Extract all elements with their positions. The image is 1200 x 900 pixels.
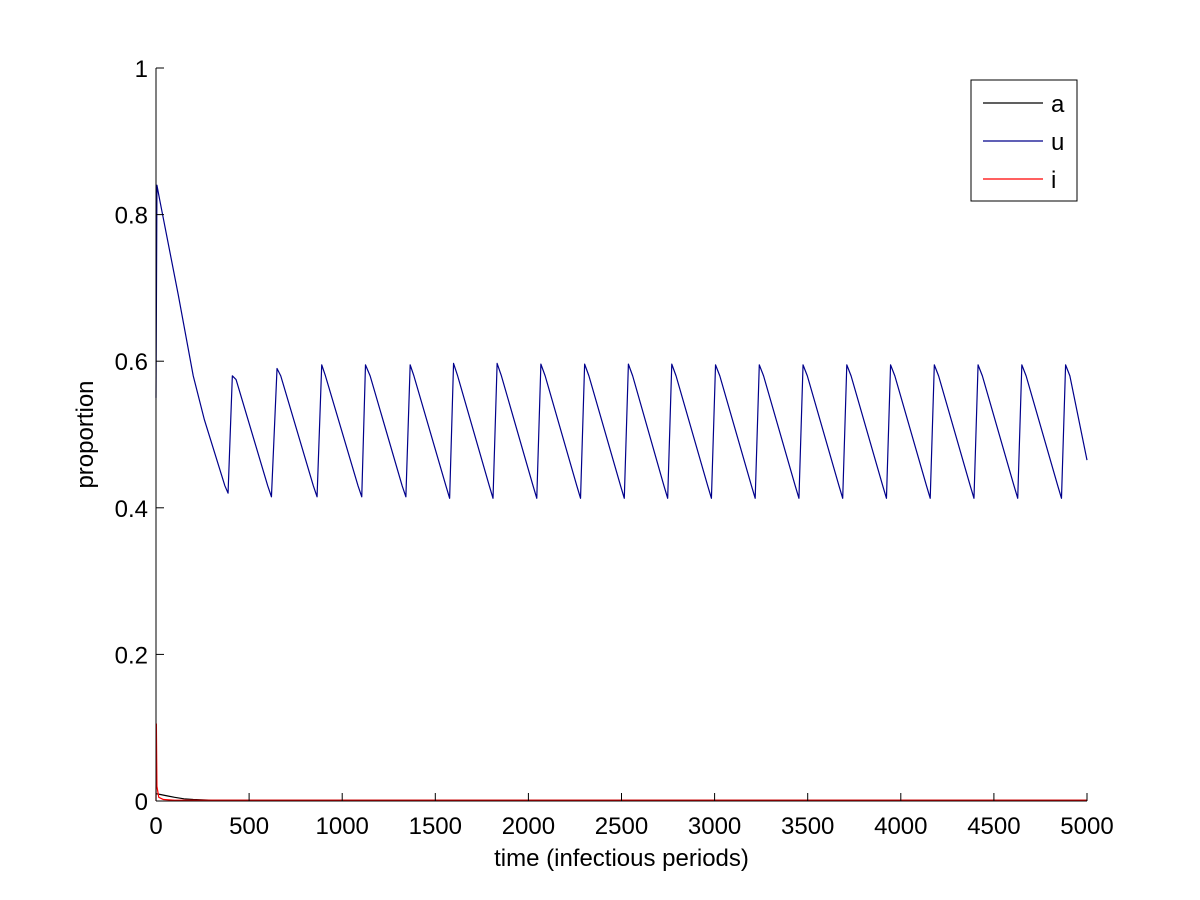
- series-line-u: [155, 184, 1088, 499]
- x-tick-label: 1000: [316, 813, 369, 840]
- legend-label-a: a: [1051, 91, 1065, 118]
- legend: aui: [970, 79, 1078, 202]
- x-tick-label: 500: [229, 813, 269, 840]
- y-tick-label: 0.6: [115, 349, 148, 376]
- y-axis-label: proportion: [72, 380, 99, 488]
- x-tick-label: 2000: [502, 813, 555, 840]
- x-tick-label: 4000: [874, 813, 927, 840]
- x-tick-label: 3500: [781, 813, 834, 840]
- y-tick-label: 1: [135, 56, 148, 83]
- x-tick-label: 3000: [688, 813, 741, 840]
- x-axis-label: time (infectious periods): [494, 845, 749, 872]
- legend-label-i: i: [1051, 167, 1056, 194]
- y-tick-label: 0.2: [115, 642, 148, 669]
- x-tick-label: 2500: [595, 813, 648, 840]
- x-tick-label: 4500: [967, 813, 1020, 840]
- x-tick-label: 1500: [409, 813, 462, 840]
- legend-label-u: u: [1051, 129, 1064, 156]
- x-tick-label: 0: [149, 813, 162, 840]
- x-tick-label: 5000: [1060, 813, 1113, 840]
- y-tick-label: 0.8: [115, 203, 148, 230]
- axes-layer: 0 500 1000 1500 2000 2500 3000 3500 4000 4500 5000…: [115, 56, 1114, 840]
- y-tick-label: 0.4: [115, 496, 148, 523]
- y-tick-label: 0: [135, 789, 148, 816]
